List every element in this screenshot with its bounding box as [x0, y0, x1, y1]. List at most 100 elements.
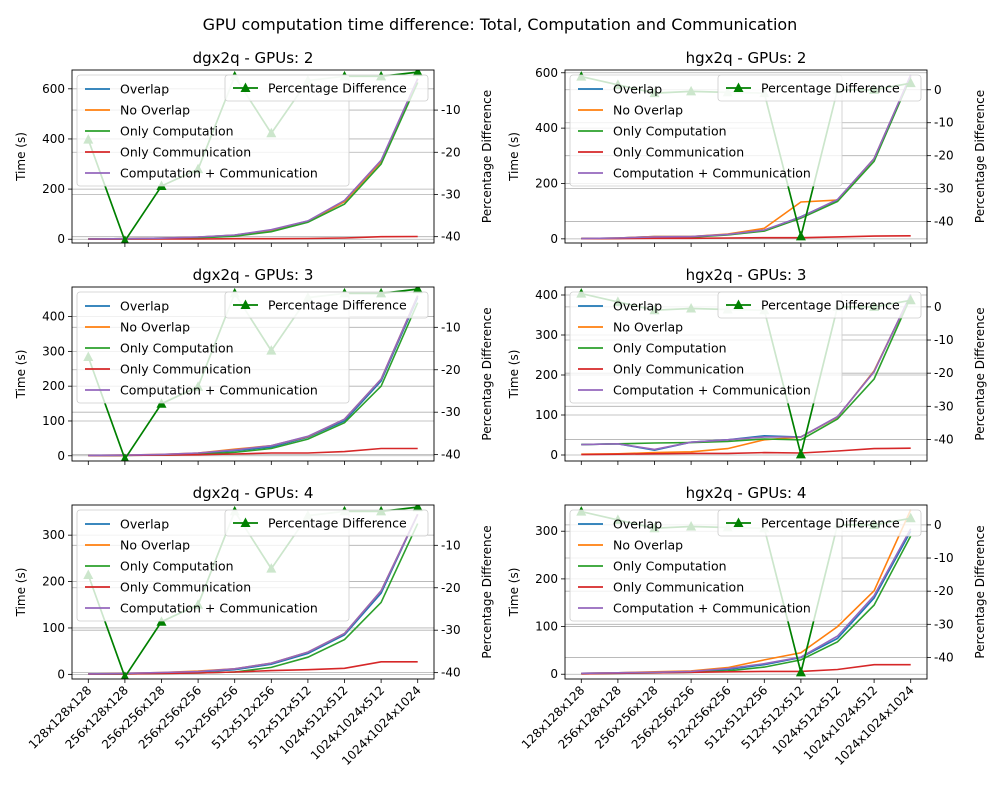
legend-label: Overlap — [613, 517, 662, 532]
series-group — [83, 505, 423, 679]
y-tick-label: 0 — [57, 667, 65, 681]
axes-frame — [71, 69, 435, 244]
panel-4: hgx2q - GPUs: 3 0 100 200 300 400 -40 -30 -20 -10… — [507, 266, 987, 465]
y2-tick-label: -20 — [934, 584, 954, 598]
y2-axis-label: Percentage Difference — [480, 525, 494, 658]
y-axis-label: Time (s) — [14, 132, 28, 182]
y-tick-label: 100 — [535, 620, 558, 634]
y-tick-label: 200 — [535, 368, 558, 382]
panel-title: hgx2q - GPUs: 4 — [686, 484, 807, 502]
legend-label: Overlap — [613, 299, 662, 314]
y2-tick-label: -10 — [441, 103, 461, 117]
legend-marker — [240, 517, 251, 527]
panel-6: hgx2q - GPUs: 4 0 100 200 300 -40 -30 -20 -10 0 12… — [507, 484, 987, 768]
y-tick-label: 400 — [42, 310, 65, 324]
y-tick-label: 0 — [57, 232, 65, 246]
legend-label: Overlap — [613, 82, 662, 97]
y-tick-label: 600 — [42, 82, 65, 96]
percentage-marker — [120, 671, 129, 679]
y2-tick-label: 0 — [934, 83, 942, 97]
x-tick-label: 512x256x256 — [665, 683, 734, 752]
legend-marker — [240, 299, 251, 309]
legend-label: No Overlap — [613, 538, 683, 553]
legend-label: Computation + Communication — [120, 383, 318, 398]
legend-marker — [733, 517, 744, 527]
legend-label: Only Computation — [120, 559, 234, 574]
panel-5: dgx2q - GPUs: 4 0 100 200 300 -40 -30 -20 -10 128… — [14, 484, 494, 768]
series-line-only-communication — [581, 447, 911, 456]
y2-tick-label: -30 — [934, 399, 954, 413]
x-tick-label: 256x256x128 — [99, 683, 168, 752]
y2-tick-label: -40 — [934, 215, 954, 229]
y-tick-label: 200 — [535, 176, 558, 190]
legend-label: Computation + Communication — [613, 601, 811, 616]
y-tick-label: 0 — [550, 448, 558, 462]
y-tick-label: 100 — [535, 408, 558, 422]
legend-label: Percentage Difference — [761, 81, 900, 96]
x-tick-label: 128x128x128 — [519, 683, 588, 752]
y2-tick-label: -10 — [441, 320, 461, 334]
panel-title: hgx2q - GPUs: 3 — [686, 266, 807, 284]
legend-label: Only Computation — [613, 341, 727, 356]
y2-axis-label: Percentage Difference — [973, 90, 987, 223]
legend-label: Only Communication — [120, 145, 251, 160]
y2-tick-label: -10 — [934, 551, 954, 565]
legend-percentage: Percentage Difference — [717, 74, 922, 102]
y2-tick-label: -40 — [934, 650, 954, 664]
y2-tick-label: -30 — [441, 187, 461, 201]
legend-label: Only Communication — [120, 362, 251, 377]
y-tick-label: 600 — [535, 66, 558, 80]
y-tick-label: 200 — [42, 379, 65, 393]
legend-time-series: Overlap No Overlap Only Computation Only Co… — [569, 291, 843, 404]
percentage-marker — [120, 235, 129, 243]
legend-label: Only Communication — [120, 580, 251, 595]
y2-tick-label: -20 — [441, 145, 461, 159]
x-tick-label: 512x512x512 — [245, 683, 314, 752]
x-tick-label: 256x128x128 — [62, 683, 131, 752]
y2-tick-label: -40 — [441, 448, 461, 462]
y2-tick-label: -10 — [934, 333, 954, 347]
legend-label: Only Communication — [613, 145, 744, 160]
legend-label: No Overlap — [120, 320, 190, 335]
legend-label: No Overlap — [613, 320, 683, 335]
y-axis-label: Time (s) — [507, 568, 521, 618]
y2-tick-label: -30 — [934, 617, 954, 631]
y-tick-label: 0 — [550, 667, 558, 681]
legend-label: No Overlap — [120, 103, 190, 118]
chart-panels: dgx2q - GPUs: 2 0 200 400 600 -40 -30 -20 -10 Tim… — [14, 49, 987, 768]
panel-title: dgx2q - GPUs: 2 — [193, 49, 314, 67]
y-tick-label: 400 — [535, 288, 558, 302]
legend-label: Overlap — [120, 299, 169, 314]
y2-tick-label: -30 — [934, 182, 954, 196]
legend-percentage: Percentage Difference — [224, 74, 429, 102]
legend-marker — [733, 299, 744, 309]
legend-percentage: Percentage Difference — [224, 509, 429, 537]
y-tick-label: 300 — [535, 524, 558, 538]
y2-tick-label: -20 — [441, 581, 461, 595]
series-line-computation-communication — [581, 74, 912, 240]
series-line-computation-communication — [88, 295, 419, 457]
percentage-marker — [795, 666, 806, 677]
legend-marker — [733, 82, 744, 92]
legend-percentage: Percentage Difference — [717, 291, 922, 319]
legend-label: Overlap — [120, 82, 169, 97]
panel-3: dgx2q - GPUs: 3 0 100 200 300 400 -40 -30 -20 -10… — [14, 266, 494, 465]
series-line-computation-communication — [581, 528, 912, 675]
y-tick-label: 200 — [42, 575, 65, 589]
legend-label: Overlap — [120, 517, 169, 532]
legend-time-series: Overlap No Overlap Only Computation Only Co… — [569, 74, 843, 187]
x-tick-label: 512x512x512 — [738, 683, 807, 752]
figure-suptitle: GPU computation time difference: Total, … — [203, 15, 798, 34]
legend-label: Computation + Communication — [613, 383, 811, 398]
y-tick-label: 400 — [42, 132, 65, 146]
axes-frame — [71, 286, 435, 462]
y2-tick-label: -30 — [441, 623, 461, 637]
y2-axis-label: Percentage Difference — [480, 90, 494, 223]
y2-axis-label: Percentage Difference — [973, 525, 987, 658]
x-tick-label: 512x512x256 — [209, 683, 278, 752]
legend-label: Computation + Communication — [120, 166, 318, 181]
legend-label: Percentage Difference — [268, 516, 407, 531]
y2-tick-label: -40 — [441, 666, 461, 680]
y2-axis-label: Percentage Difference — [973, 307, 987, 440]
